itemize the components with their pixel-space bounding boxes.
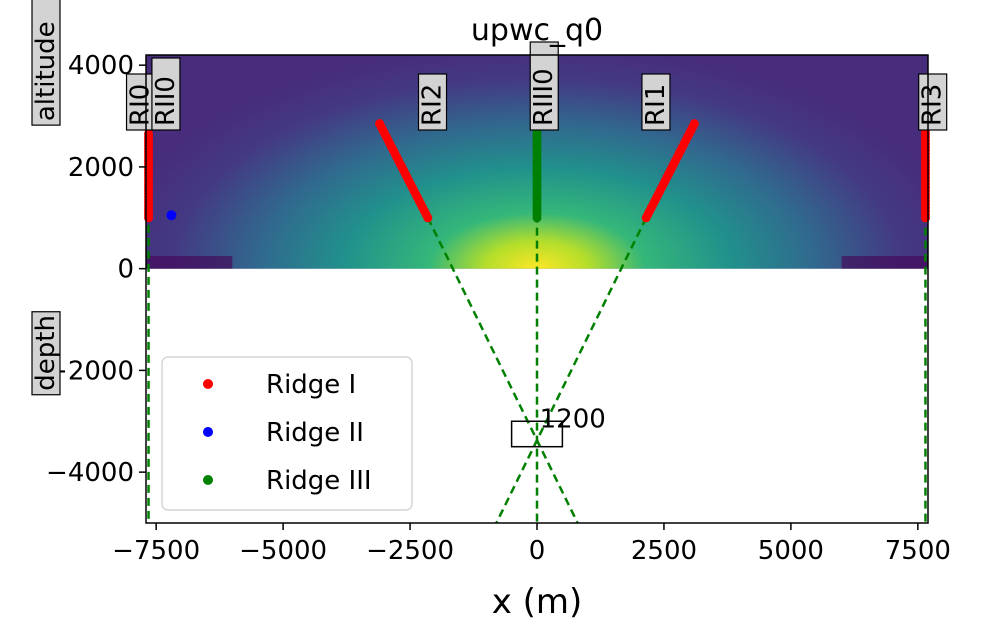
x-tick-label: 2500 [631, 536, 697, 566]
y-tick-label: 4000 [68, 51, 134, 81]
legend-marker [203, 427, 213, 437]
legend-box [161, 356, 413, 511]
ridge-label: RI3 [918, 73, 948, 131]
y-tick-label: 0 [117, 255, 134, 285]
data-point [166, 210, 177, 221]
legend-marker [203, 379, 213, 389]
ridge-label-text: RIII0 [529, 68, 559, 126]
chart-title: upwc_q0 [471, 13, 603, 48]
x-tick-label: 0 [529, 536, 546, 566]
x-axis-label: x (m) [492, 582, 583, 622]
dashed-line [495, 217, 648, 523]
source-box-rect [510, 420, 564, 448]
x-tick-label: 5000 [758, 536, 824, 566]
x-tick-label: −2500 [366, 536, 454, 566]
heatmap-corner-right [841, 255, 928, 269]
y-tick-label: −2000 [46, 356, 134, 386]
y-axis-label-box [31, 311, 61, 396]
ridge-label: RIII0 [529, 41, 559, 131]
ridge-label: RI0 [126, 73, 156, 131]
ridge-label-text: RI2 [418, 84, 448, 126]
y-axis-label: altitude [31, 0, 61, 126]
dashed-line [426, 217, 579, 523]
ridge-label-text: RI1 [641, 84, 671, 126]
legend-marker [203, 475, 213, 485]
y-tick-label: 2000 [68, 153, 134, 183]
ridge-label: RI1 [641, 73, 671, 131]
heatmap-corner-left [146, 255, 233, 269]
data-point [423, 213, 433, 223]
y-axis-label-text: depth [31, 315, 61, 391]
y-axis-label-text: altitude [31, 21, 61, 121]
legend-entry: Ridge II [266, 418, 364, 448]
data-point [689, 119, 699, 129]
legend-entry: Ridge I [266, 370, 356, 400]
ridge-label-text: RI3 [918, 84, 948, 126]
ridge-label-text: RI0 [126, 84, 156, 126]
ridge-label-box [918, 73, 948, 131]
x-tick-label: −5000 [239, 536, 327, 566]
axes: −7500 −5000 −2500 0 2500 5000 7500 −4000 −2000 0 2… [31, 0, 951, 566]
x-tick-label: 7500 [885, 536, 951, 566]
ridge-label: RI2 [417, 73, 448, 131]
ridge-label-box [151, 57, 181, 131]
source-box: 1200 [510, 404, 606, 448]
source-box-label: 1200 [540, 404, 606, 434]
y-axis-label: depth [31, 311, 61, 396]
y-axis-label-box [31, 0, 61, 126]
ridge-label-text: RII0 [151, 76, 181, 126]
ridge-label-box [529, 41, 559, 131]
ridge-label-box [641, 73, 671, 131]
legend-entry: Ridge III [266, 466, 372, 496]
x-tick-label: −7500 [112, 536, 200, 566]
ridge-label: RII0 [151, 57, 181, 131]
ridge-label-box [417, 73, 448, 131]
legend: Ridge I Ridge II Ridge III [161, 356, 413, 511]
y-tick-label: −4000 [46, 458, 134, 488]
